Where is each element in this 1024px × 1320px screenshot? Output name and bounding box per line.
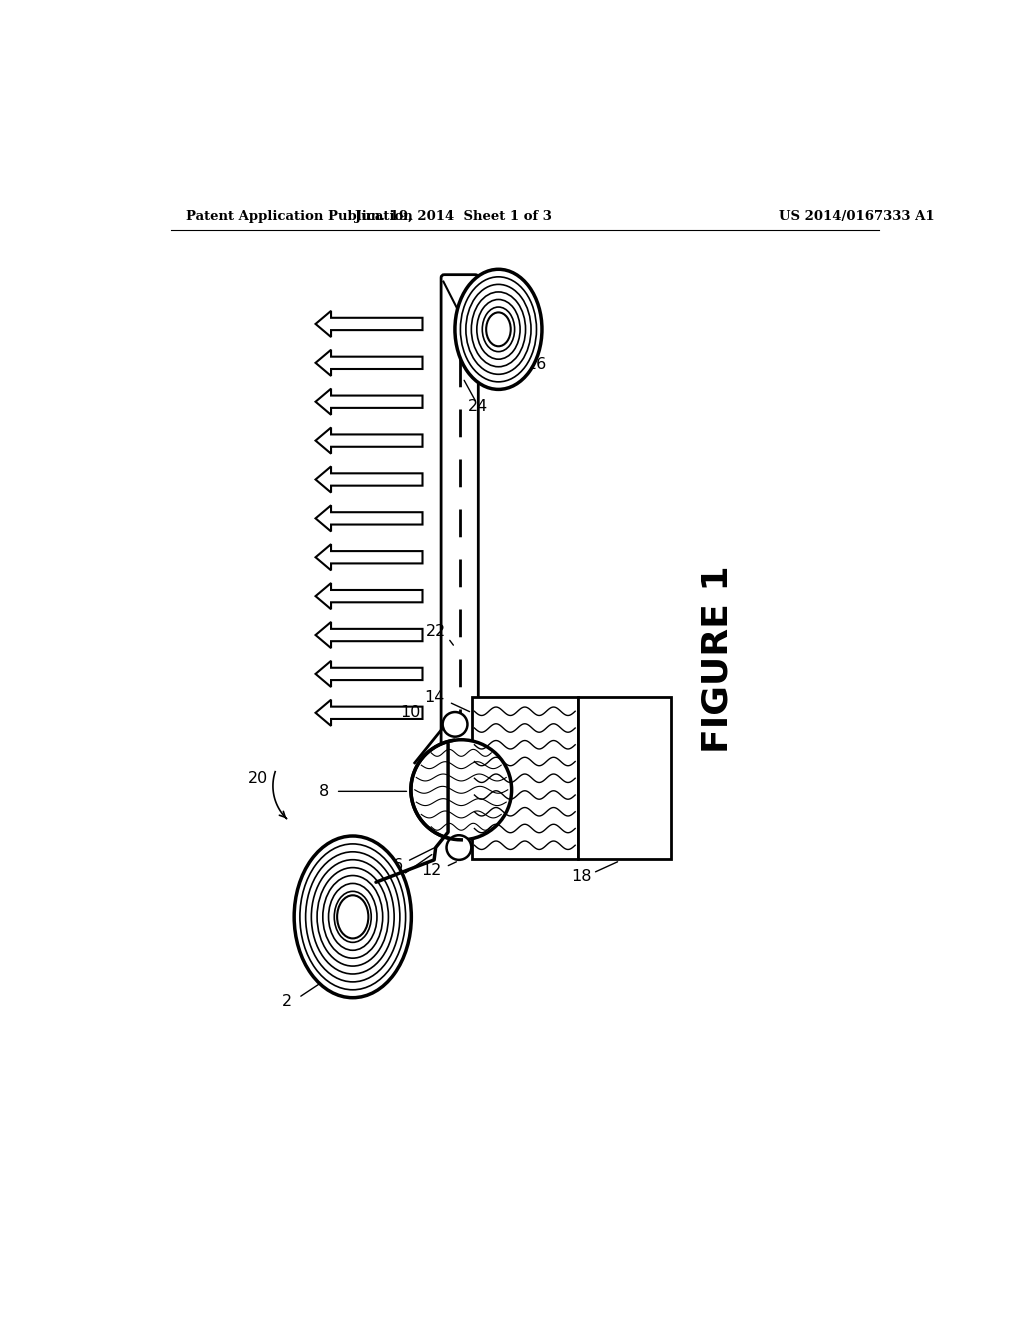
- Circle shape: [411, 739, 512, 840]
- Text: 14: 14: [425, 690, 445, 705]
- Text: 26: 26: [527, 358, 547, 372]
- Text: 10: 10: [400, 705, 421, 721]
- Text: 22: 22: [426, 624, 445, 639]
- Ellipse shape: [340, 899, 366, 935]
- Polygon shape: [315, 700, 423, 726]
- Text: 4: 4: [375, 873, 385, 888]
- Ellipse shape: [461, 277, 537, 381]
- Ellipse shape: [477, 300, 520, 359]
- Ellipse shape: [337, 895, 369, 939]
- Text: 12: 12: [422, 863, 442, 878]
- Ellipse shape: [455, 269, 542, 389]
- Polygon shape: [315, 622, 423, 648]
- Circle shape: [442, 711, 467, 737]
- Ellipse shape: [486, 313, 511, 346]
- FancyBboxPatch shape: [441, 275, 478, 751]
- Polygon shape: [315, 583, 423, 610]
- Text: 18: 18: [571, 869, 592, 883]
- Text: 20: 20: [248, 771, 268, 785]
- Ellipse shape: [329, 883, 377, 950]
- Ellipse shape: [346, 907, 359, 927]
- Polygon shape: [315, 428, 423, 454]
- Text: 6: 6: [392, 858, 402, 873]
- Bar: [472, 697, 578, 859]
- Text: US 2014/0167333 A1: US 2014/0167333 A1: [779, 210, 935, 223]
- Ellipse shape: [487, 314, 509, 345]
- Ellipse shape: [334, 891, 372, 942]
- Polygon shape: [315, 388, 423, 414]
- Text: 24: 24: [468, 399, 488, 414]
- Ellipse shape: [494, 322, 504, 337]
- Polygon shape: [315, 544, 423, 570]
- Ellipse shape: [311, 859, 394, 974]
- Ellipse shape: [305, 851, 400, 982]
- Text: FIGURE 1: FIGURE 1: [700, 565, 734, 752]
- Ellipse shape: [317, 867, 388, 966]
- Text: 21: 21: [378, 921, 397, 936]
- Text: Jun. 19, 2014  Sheet 1 of 3: Jun. 19, 2014 Sheet 1 of 3: [355, 210, 552, 223]
- Text: 2: 2: [282, 994, 292, 1008]
- Polygon shape: [315, 466, 423, 492]
- Polygon shape: [315, 506, 423, 532]
- Ellipse shape: [466, 284, 531, 375]
- Text: 8: 8: [318, 784, 329, 799]
- Ellipse shape: [323, 875, 383, 958]
- Ellipse shape: [471, 292, 525, 367]
- Bar: [578, 697, 671, 859]
- Polygon shape: [315, 350, 423, 376]
- Ellipse shape: [300, 843, 406, 990]
- Polygon shape: [315, 661, 423, 686]
- Ellipse shape: [482, 308, 515, 351]
- Polygon shape: [315, 312, 423, 337]
- Text: Patent Application Publication: Patent Application Publication: [186, 210, 413, 223]
- Ellipse shape: [294, 836, 412, 998]
- Circle shape: [446, 836, 471, 859]
